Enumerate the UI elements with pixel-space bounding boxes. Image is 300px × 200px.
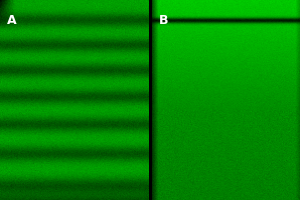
Text: A: A [8, 14, 17, 27]
Text: B: B [159, 14, 168, 27]
